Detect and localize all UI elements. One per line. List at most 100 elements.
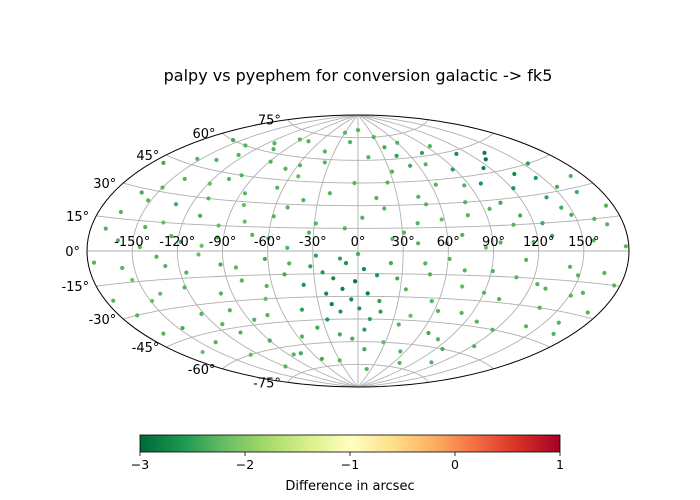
data-point — [490, 327, 495, 332]
data-point — [382, 206, 387, 211]
data-point — [592, 216, 597, 221]
data-point — [180, 325, 185, 331]
data-point — [511, 186, 516, 191]
data-point — [266, 236, 271, 241]
meridian-line — [131, 115, 359, 387]
y-tick-label: 15° — [66, 210, 89, 225]
y-tick-label: 75° — [258, 114, 281, 129]
data-point — [474, 319, 479, 324]
y-tick-label: 45° — [136, 149, 159, 164]
data-point — [315, 325, 320, 330]
data-point — [482, 150, 487, 155]
data-point — [567, 264, 573, 269]
data-point — [433, 182, 438, 187]
data-point — [580, 290, 586, 295]
x-tick-label: -60° — [254, 235, 282, 250]
data-point — [313, 221, 318, 226]
data-point — [415, 241, 421, 246]
data-point — [591, 238, 596, 243]
data-point — [275, 185, 280, 190]
data-point — [342, 130, 348, 135]
colorbar-tick-label: −3 — [131, 457, 149, 472]
data-point — [419, 150, 425, 156]
data-point — [331, 276, 336, 281]
data-point — [524, 257, 529, 262]
data-point — [352, 180, 357, 186]
data-point — [287, 261, 292, 266]
data-point — [525, 161, 530, 166]
data-point — [306, 230, 312, 235]
data-point — [342, 226, 347, 231]
data-point — [306, 139, 311, 144]
meridian-line — [357, 115, 540, 387]
data-point — [377, 298, 382, 304]
data-point — [347, 139, 353, 145]
data-point — [371, 135, 376, 140]
data-point — [340, 286, 345, 291]
data-point — [537, 305, 542, 310]
data-point — [265, 312, 270, 318]
data-point — [226, 176, 232, 182]
data-point — [241, 202, 246, 208]
data-point — [353, 279, 358, 284]
data-point — [416, 194, 421, 199]
data-point — [337, 358, 342, 363]
colorbar-ticks: −3 −2 −1 0 1 — [131, 452, 564, 472]
data-point — [239, 173, 244, 178]
data-point — [450, 167, 455, 172]
data-point — [327, 191, 332, 196]
data-point — [478, 181, 483, 186]
data-point — [137, 244, 142, 250]
sky-frame — [86, 114, 630, 388]
y-tick-labels: -75° -60° -45° -30° -15° 0° 15° 30° 45° 60° 75° — [61, 114, 280, 392]
meridian-line — [267, 115, 359, 387]
data-point — [91, 260, 97, 265]
data-point — [612, 283, 617, 288]
meridian-line — [176, 115, 359, 387]
data-point — [200, 349, 205, 355]
data-point — [447, 256, 452, 262]
data-point — [408, 163, 413, 168]
data-point — [575, 273, 581, 278]
data-point — [308, 264, 313, 269]
data-point — [544, 195, 549, 200]
data-point — [490, 269, 495, 274]
y-tick-label: 0° — [65, 245, 80, 260]
data-point — [349, 297, 354, 302]
x-tick-label: 30° — [392, 235, 415, 250]
data-point — [423, 261, 428, 266]
data-point — [135, 313, 140, 318]
data-point — [472, 344, 477, 349]
data-point — [271, 147, 276, 152]
data-point — [218, 262, 223, 267]
x-tick-labels: -150° -120° -90° -60° -30° 0° 30° 60° 90° 120° 150… — [114, 235, 599, 250]
data-point — [514, 275, 519, 280]
data-point — [285, 245, 290, 250]
x-tick-label: 150° — [568, 235, 599, 250]
data-point — [272, 141, 277, 146]
data-point — [215, 235, 220, 240]
data-point — [569, 212, 574, 217]
colorbar-label: Difference in arcsec — [285, 479, 414, 494]
data-point — [154, 254, 159, 259]
data-point — [338, 309, 343, 314]
data-point — [218, 291, 224, 296]
data-point — [554, 184, 560, 189]
x-tick-label: -90° — [209, 235, 237, 250]
data-point — [236, 152, 241, 158]
data-point — [361, 267, 367, 272]
data-point — [196, 252, 201, 257]
y-tick-label: -75° — [253, 376, 281, 391]
data-point — [182, 285, 187, 290]
data-point — [574, 189, 579, 195]
data-point — [169, 234, 174, 239]
data-point — [550, 233, 555, 238]
data-point — [143, 225, 148, 230]
data-point — [397, 360, 402, 366]
data-point — [242, 219, 247, 224]
data-point — [623, 244, 628, 249]
data-point — [296, 174, 301, 179]
meridian-line — [312, 115, 359, 387]
data-point — [158, 291, 163, 296]
data-point — [298, 351, 303, 356]
